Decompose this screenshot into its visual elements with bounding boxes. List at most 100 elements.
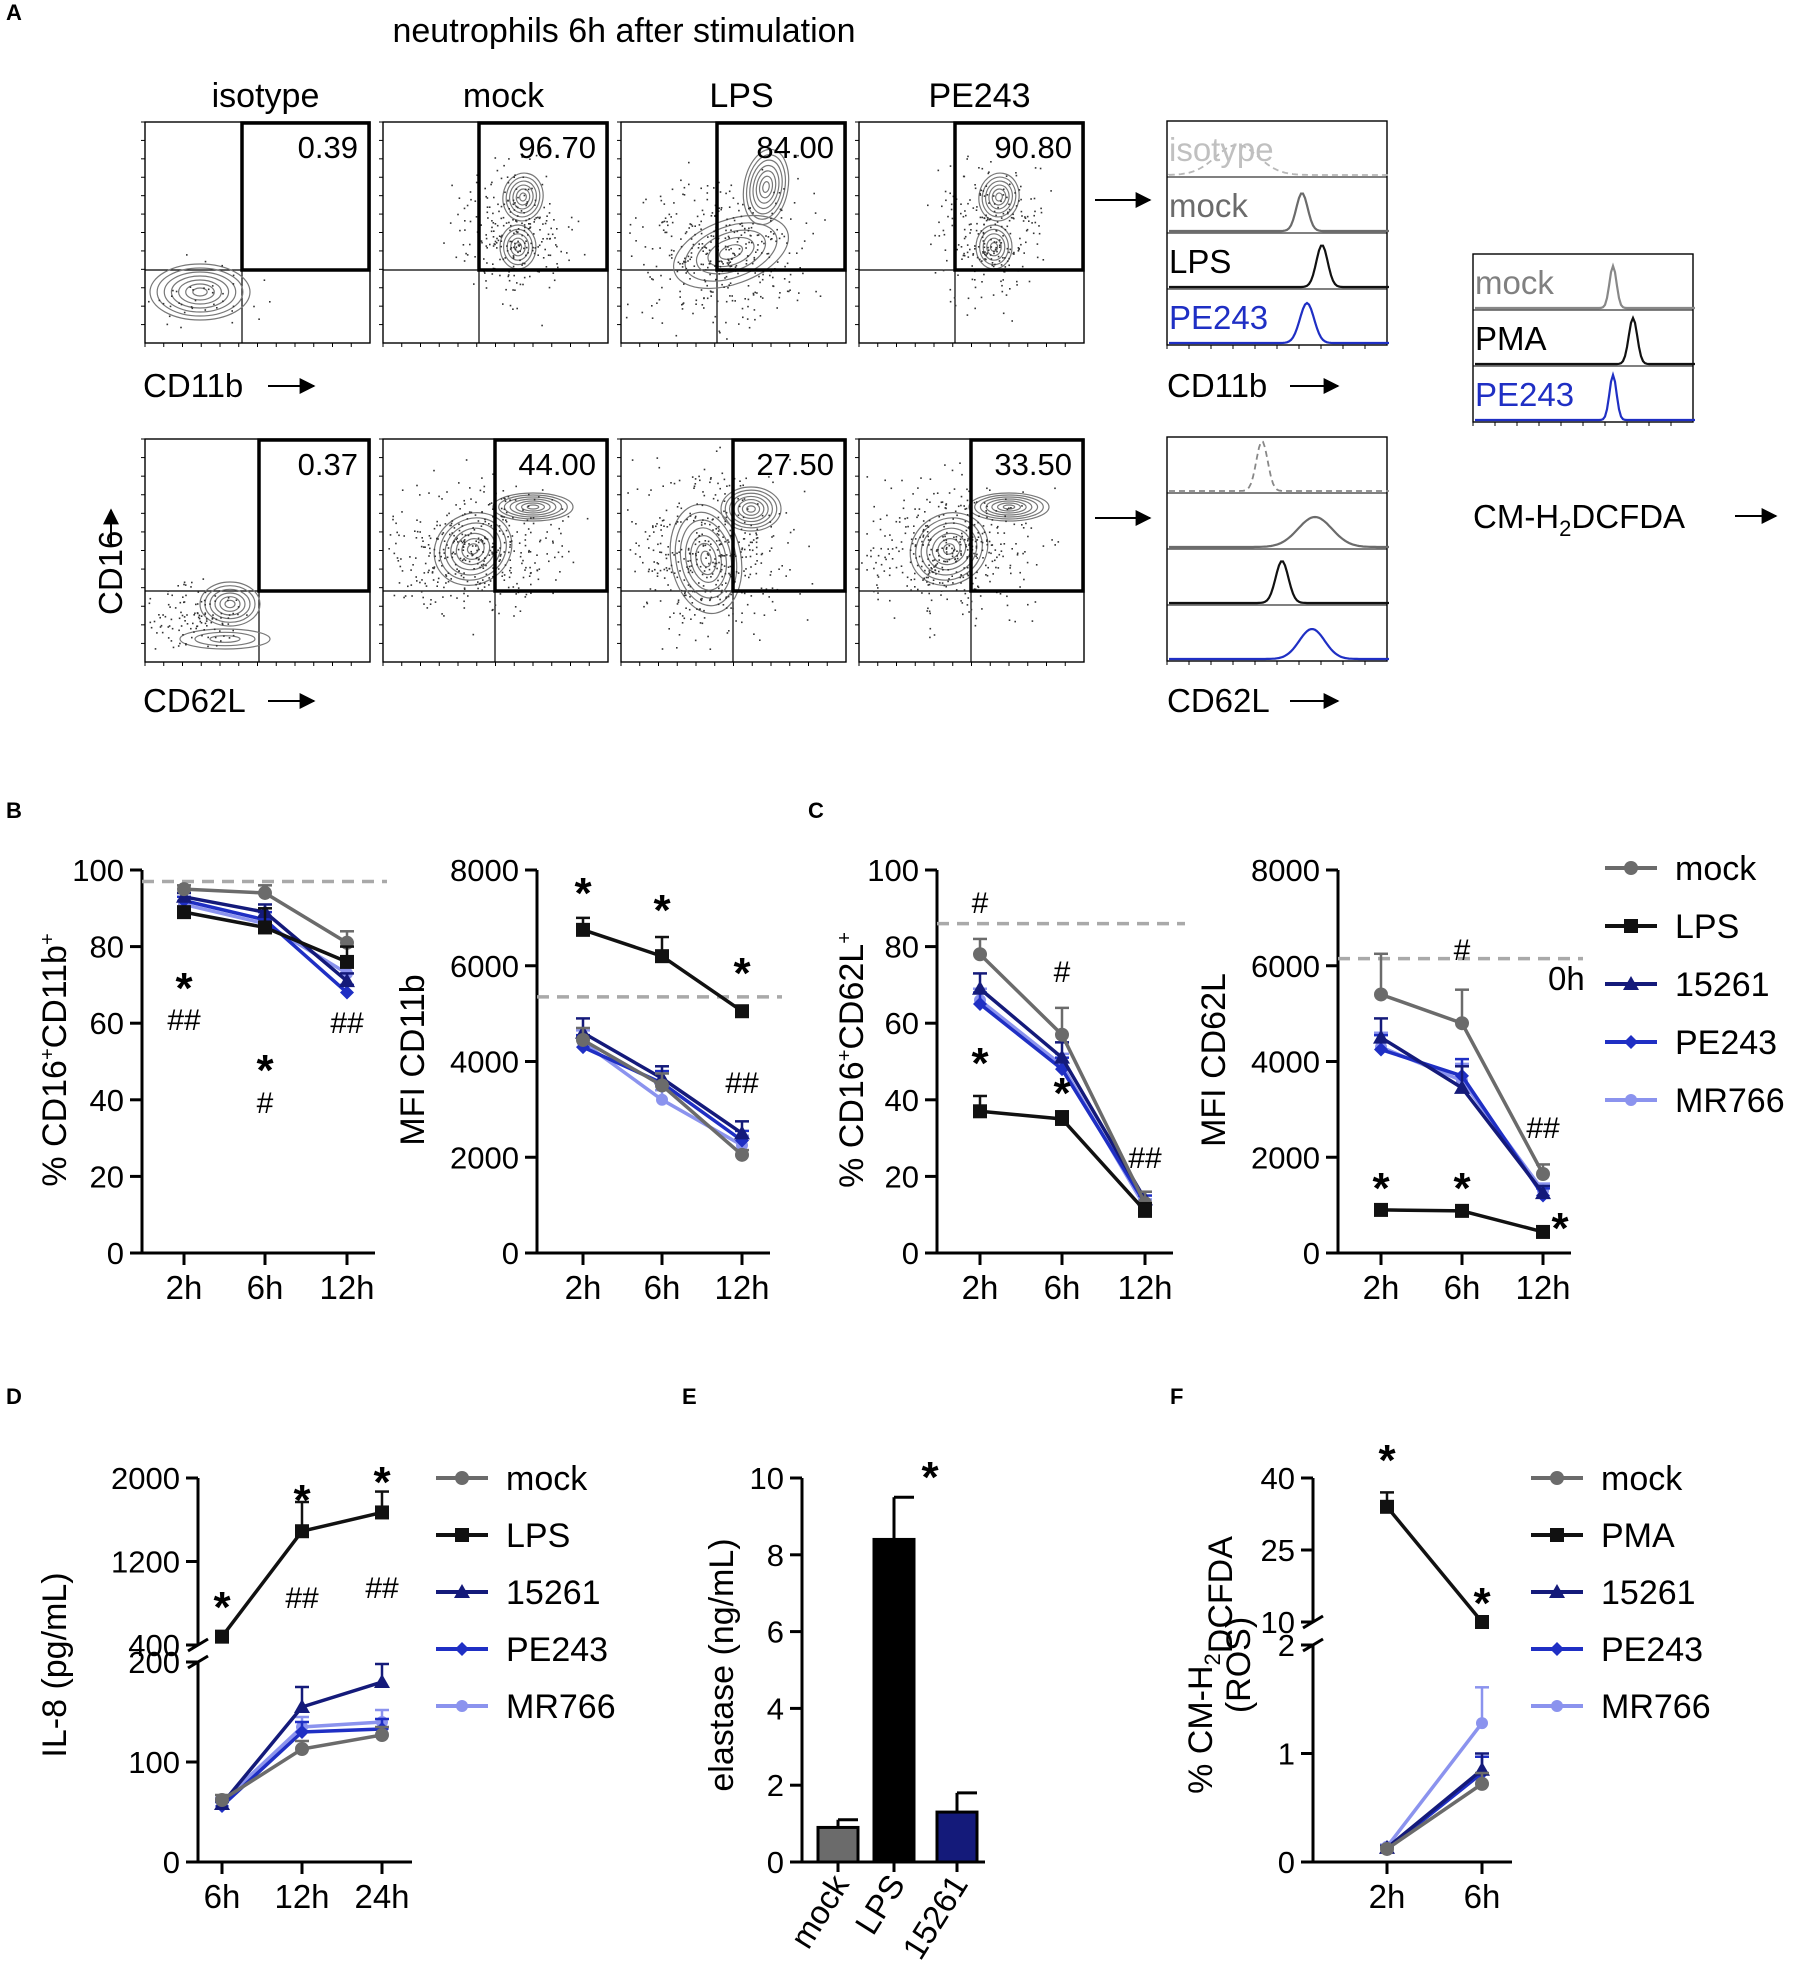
event-dot [171, 594, 173, 597]
event-dot [410, 569, 412, 571]
event-dot [872, 547, 875, 549]
event-dot [204, 309, 207, 311]
event-dot [693, 265, 696, 267]
event-dot [455, 256, 458, 259]
event-dot [529, 223, 532, 225]
event-dot [500, 553, 502, 556]
contour-line [509, 498, 557, 516]
event-dot [528, 575, 531, 577]
event-dot [1008, 264, 1010, 267]
event-dot [527, 505, 530, 508]
gate-percentage: 96.70 [518, 130, 596, 165]
square-marker [973, 1104, 987, 1119]
event-dot [1024, 216, 1026, 218]
flow-row-cd62l: 0.37 44.00 27.50 33.50 [141, 438, 1085, 666]
event-dot [464, 513, 466, 515]
event-dot [955, 589, 958, 591]
event-dot [485, 287, 488, 289]
event-dot [963, 505, 965, 507]
event-dot [487, 504, 490, 506]
event-dot [706, 553, 709, 555]
event-dot [496, 224, 499, 227]
event-dot [719, 331, 721, 334]
event-dot [560, 532, 562, 535]
event-dot [761, 514, 764, 517]
event-dot [442, 532, 445, 534]
x-tick-label: 2h [166, 1269, 203, 1306]
event-dot [177, 585, 179, 587]
event-dot [724, 237, 727, 239]
event-dot [685, 594, 687, 597]
event-dot [642, 226, 644, 228]
event-dot [942, 514, 945, 516]
event-dot [996, 250, 998, 253]
event-dot [398, 534, 400, 537]
event-dot [568, 550, 570, 553]
event-dot [634, 553, 637, 555]
event-dot [1025, 522, 1027, 525]
event-dot [771, 238, 773, 240]
event-dot [982, 231, 985, 234]
event-dot [713, 187, 715, 189]
event-dot [954, 304, 957, 307]
event-dot [446, 556, 449, 559]
event-dot [708, 249, 711, 251]
event-dot [455, 538, 458, 541]
event-dot [520, 210, 523, 212]
triangle-marker [1535, 1185, 1551, 1200]
event-dot [729, 261, 732, 263]
event-dot [183, 581, 186, 584]
panel-a-title: neutrophils 6h after stimulation [392, 12, 855, 50]
event-dot [709, 599, 711, 602]
y-tick-label: 400 [128, 1628, 180, 1663]
event-dot [207, 645, 209, 648]
event-dot [501, 575, 503, 577]
bar [935, 1810, 979, 1864]
mock-marker [1380, 1841, 1394, 1856]
event-dot [750, 241, 753, 244]
event-dot [941, 582, 944, 584]
event-dot [988, 531, 991, 534]
event-dot [669, 523, 671, 526]
event-dot [1014, 192, 1016, 194]
event-dot [206, 625, 208, 627]
event-dot [439, 524, 441, 527]
gate-box [731, 438, 847, 593]
event-dot [506, 245, 508, 247]
event-dot [471, 545, 474, 547]
event-dot [484, 518, 486, 521]
event-dot [553, 279, 556, 282]
event-dot [184, 620, 186, 622]
contour-line [219, 596, 241, 612]
event-dot [967, 574, 969, 577]
event-dot [694, 225, 696, 227]
event-dot [548, 286, 551, 289]
event-dot [471, 554, 473, 557]
mock-marker [735, 1147, 749, 1162]
event-dot [543, 206, 545, 209]
event-dot [994, 263, 996, 266]
event-dot [185, 643, 187, 645]
event-dot [951, 224, 954, 227]
event-dot [700, 521, 703, 524]
event-dot [735, 620, 737, 622]
event-dot [534, 204, 536, 206]
event-dot [1018, 248, 1020, 251]
event-dot [695, 299, 698, 302]
event-dot [721, 584, 723, 586]
event-dot [955, 538, 957, 541]
event-dot [891, 558, 894, 560]
event-dot [754, 318, 756, 321]
event-dot [530, 583, 532, 586]
event-dot [492, 236, 495, 238]
event-dot [1033, 197, 1036, 200]
event-dot [718, 207, 721, 209]
event-dot [723, 510, 725, 513]
event-dot [688, 552, 691, 555]
event-dot [748, 227, 750, 230]
event-dot [171, 295, 173, 297]
event-dot [422, 540, 424, 542]
contour-line [149, 263, 251, 321]
event-dot [1054, 487, 1056, 490]
